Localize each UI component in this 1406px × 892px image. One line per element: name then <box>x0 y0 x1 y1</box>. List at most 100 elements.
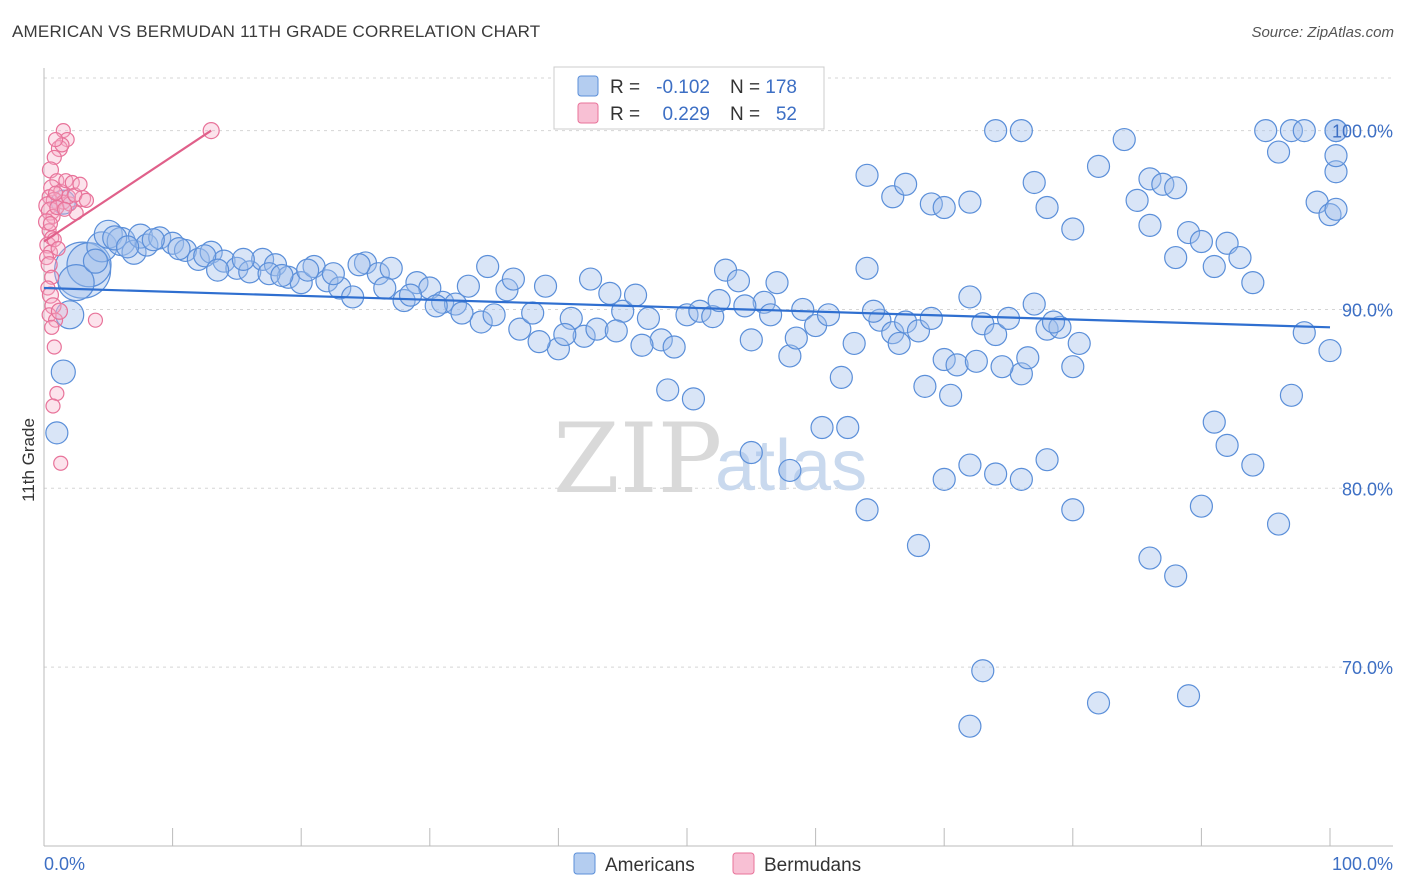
legend-n-label-american: N = <box>730 77 760 98</box>
bermudan-point <box>53 455 69 471</box>
legend-n-value-american: 178 <box>765 77 797 98</box>
american-point <box>315 269 339 293</box>
bermudan-points <box>37 121 220 471</box>
american-point <box>257 262 281 286</box>
american-point <box>57 264 95 302</box>
american-point <box>270 263 294 288</box>
american-point <box>971 659 995 683</box>
bermudan-point <box>56 201 73 217</box>
american-point <box>1061 355 1085 379</box>
bermudan-point <box>46 339 62 355</box>
american-point <box>1061 498 1085 522</box>
american-point <box>1292 118 1316 143</box>
american-point <box>450 301 474 325</box>
american-point <box>765 271 789 295</box>
american-point <box>206 258 230 282</box>
american-point <box>1164 245 1188 270</box>
bermudan-point <box>49 385 65 402</box>
american-point <box>1215 433 1239 457</box>
american-point <box>476 254 500 279</box>
american-point <box>1138 167 1162 191</box>
american-point <box>662 335 686 359</box>
legend-r-value-bermudan: 0.229 <box>662 104 710 125</box>
american-point <box>958 714 982 738</box>
american-point <box>1228 245 1252 270</box>
american-point <box>1041 310 1066 334</box>
american-point <box>649 328 673 352</box>
american-point <box>1202 410 1226 434</box>
american-point <box>1241 453 1265 477</box>
american-point <box>495 278 519 302</box>
american-point <box>784 326 808 350</box>
watermark: ZIP atlas <box>553 403 867 515</box>
american-point <box>469 310 493 334</box>
american-point <box>238 260 262 284</box>
american-point <box>906 319 931 343</box>
american-point <box>1164 564 1188 588</box>
american-points <box>45 118 1348 738</box>
bermudan-point <box>78 192 95 208</box>
american-point <box>1176 684 1201 708</box>
legend-n-value-bermudan: 52 <box>776 104 797 125</box>
american-point <box>1189 229 1214 254</box>
american-point <box>424 294 448 318</box>
american-point <box>373 276 397 300</box>
american-point <box>894 172 918 196</box>
american-point <box>958 285 982 309</box>
american-point <box>431 290 455 314</box>
american-point <box>585 317 609 341</box>
trend-lines <box>43 129 1331 329</box>
american-point <box>186 247 210 271</box>
american-point <box>1266 140 1291 164</box>
american-point <box>855 163 879 187</box>
legend-swatch-american <box>577 75 599 97</box>
source-label: Source: ZipAtlas.com <box>1251 24 1394 41</box>
american-point <box>778 458 802 483</box>
american-point <box>1112 127 1136 152</box>
american-point <box>990 355 1014 379</box>
y-tick-label: 100.0% <box>1332 122 1393 142</box>
bermudan-point <box>47 131 64 148</box>
legend-r-label-bermudan: R = <box>610 104 640 125</box>
american-point <box>379 256 403 280</box>
american-point <box>932 195 956 220</box>
american-point <box>553 322 577 347</box>
bermudan-point <box>47 312 64 328</box>
american-point <box>630 333 654 357</box>
legend-box: R = -0.102 N = 178 R = 0.229 N = 52 <box>553 66 825 130</box>
american-point <box>167 237 191 261</box>
american-point <box>1292 321 1316 345</box>
american-point <box>1151 172 1175 196</box>
american-point <box>328 276 352 300</box>
american-point <box>855 256 879 280</box>
american-point <box>919 306 943 330</box>
bermudan-trend-line <box>43 129 212 243</box>
bermudan-point <box>50 302 69 320</box>
bermudan-point <box>72 176 88 192</box>
american-point <box>1324 118 1348 143</box>
bermudan-point <box>47 185 64 201</box>
american-point <box>50 359 76 385</box>
american-point <box>1022 292 1046 316</box>
american-point <box>758 303 783 327</box>
american-point <box>1202 254 1226 279</box>
american-point <box>296 258 320 282</box>
legend-frame <box>553 66 825 130</box>
bermudan-point <box>87 312 104 328</box>
american-point <box>739 440 763 465</box>
american-point <box>752 290 776 314</box>
american-point <box>66 242 112 288</box>
american-point <box>1266 512 1291 536</box>
bottom-legend-bermudan: Bermudans <box>764 855 861 876</box>
american-point <box>456 274 480 298</box>
american-point <box>945 353 969 377</box>
american-point <box>932 347 956 372</box>
american-point <box>102 225 128 251</box>
american-point <box>1189 494 1214 518</box>
watermark-atlas: atlas <box>715 426 867 506</box>
american-point <box>958 453 982 477</box>
american-point <box>1035 195 1059 220</box>
american-point <box>984 118 1008 143</box>
x-tick-min: 0.0% <box>44 854 85 874</box>
american-point <box>1176 220 1201 245</box>
